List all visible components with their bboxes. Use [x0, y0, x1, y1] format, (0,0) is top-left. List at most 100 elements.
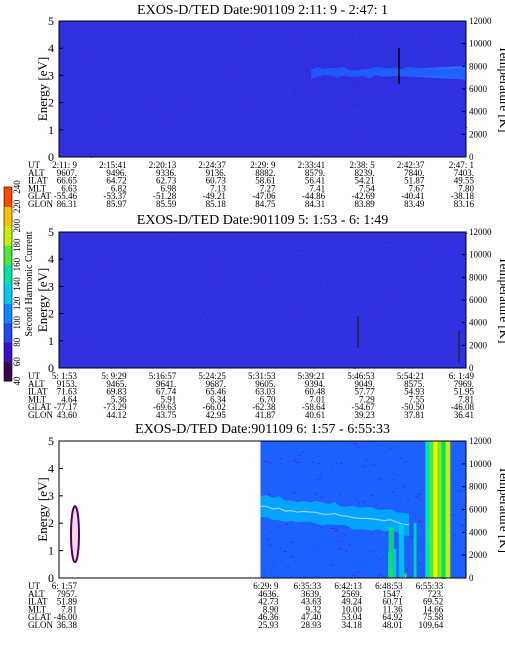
texture-pixel	[435, 63, 438, 64]
texture-pixel	[405, 341, 408, 342]
texture-pixel	[432, 57, 435, 58]
colorbar-tick-label: 140	[12, 277, 22, 291]
texture-pixel	[257, 244, 258, 245]
texture-pixel	[261, 283, 265, 284]
texture-pixel	[392, 244, 393, 245]
texture-pixel	[268, 463, 271, 464]
texture-pixel	[388, 245, 392, 246]
texture-pixel	[146, 358, 149, 359]
texture-pixel	[158, 349, 162, 350]
texture-pixel	[344, 535, 345, 536]
texture-pixel	[312, 462, 314, 463]
texture-pixel	[207, 343, 210, 344]
texture-pixel	[301, 308, 303, 309]
texture-pixel	[341, 35, 343, 36]
texture-pixel	[82, 54, 84, 55]
texture-pixel	[242, 108, 245, 109]
texture-pixel	[443, 235, 447, 236]
texture-pixel	[134, 85, 135, 86]
colorbar-segment	[4, 284, 12, 304]
colorbar-segment	[4, 187, 12, 207]
texture-pixel	[304, 152, 308, 153]
texture-pixel	[241, 134, 244, 135]
texture-pixel	[65, 321, 67, 322]
texture-pixel	[273, 565, 275, 566]
texture-pixel	[302, 71, 303, 72]
texture-pixel	[86, 71, 88, 72]
texture-pixel	[100, 259, 102, 260]
texture-pixel	[92, 242, 95, 243]
texture-pixel	[104, 256, 105, 257]
texture-pixel	[72, 301, 74, 302]
orbit-row-label: GLON	[28, 410, 53, 420]
texture-pixel	[98, 247, 100, 248]
orbit-value: 25.93	[258, 620, 279, 630]
texture-pixel	[222, 53, 224, 54]
texture-pixel	[230, 276, 233, 277]
texture-pixel	[458, 271, 460, 272]
texture-pixel	[109, 145, 110, 146]
texture-pixel	[434, 47, 435, 48]
texture-pixel	[143, 125, 146, 126]
texture-pixel	[414, 515, 416, 516]
texture-pixel	[285, 92, 289, 93]
texture-pixel	[232, 357, 235, 358]
texture-pixel	[72, 285, 74, 286]
texture-pixel	[459, 524, 462, 525]
texture-pixel	[165, 248, 168, 249]
texture-pixel	[73, 134, 76, 135]
texture-pixel	[389, 500, 392, 501]
texture-pixel	[268, 76, 271, 77]
texture-pixel	[92, 339, 94, 340]
texture-pixel	[347, 337, 348, 338]
texture-pixel	[106, 73, 109, 74]
texture-pixel	[138, 273, 140, 274]
texture-pixel	[108, 269, 110, 270]
texture-pixel	[457, 490, 461, 491]
texture-pixel	[454, 136, 457, 137]
texture-pixel	[452, 515, 455, 516]
texture-pixel	[329, 45, 333, 46]
texture-pixel	[145, 270, 147, 271]
y-right-tick-label: 12000	[469, 16, 492, 26]
texture-pixel	[340, 102, 343, 103]
texture-pixel	[343, 150, 346, 151]
texture-pixel	[127, 339, 129, 340]
orbit-value: 41.87	[255, 410, 276, 420]
texture-pixel	[368, 81, 369, 82]
texture-pixel	[391, 446, 393, 447]
texture-pixel	[155, 259, 157, 260]
texture-pixel	[73, 353, 75, 354]
texture-pixel	[229, 26, 233, 27]
texture-pixel	[340, 25, 344, 26]
texture-pixel	[328, 143, 330, 144]
texture-pixel	[172, 67, 174, 68]
texture-pixel	[359, 458, 361, 459]
colorbar-tick-label: 240	[12, 180, 22, 194]
texture-pixel	[425, 45, 427, 46]
texture-pixel	[333, 244, 335, 245]
texture-pixel	[442, 39, 446, 40]
texture-pixel	[64, 283, 67, 284]
texture-pixel	[370, 533, 372, 534]
texture-pixel	[429, 306, 432, 307]
feature-column	[442, 441, 447, 578]
texture-pixel	[224, 72, 225, 73]
texture-pixel	[335, 462, 337, 463]
texture-pixel	[212, 250, 213, 251]
texture-pixel	[393, 46, 396, 47]
texture-pixel	[398, 340, 399, 341]
texture-pixel	[283, 38, 287, 39]
texture-pixel	[261, 294, 264, 295]
texture-pixel	[391, 355, 392, 356]
texture-pixel	[313, 57, 317, 58]
texture-pixel	[220, 310, 222, 311]
texture-pixel	[343, 485, 345, 486]
texture-pixel	[309, 82, 313, 83]
texture-pixel	[88, 326, 90, 327]
texture-pixel	[66, 340, 69, 341]
texture-pixel	[291, 135, 293, 136]
texture-pixel	[121, 274, 124, 275]
y-right-tick-label: 6000	[469, 505, 488, 515]
texture-pixel	[347, 235, 349, 236]
